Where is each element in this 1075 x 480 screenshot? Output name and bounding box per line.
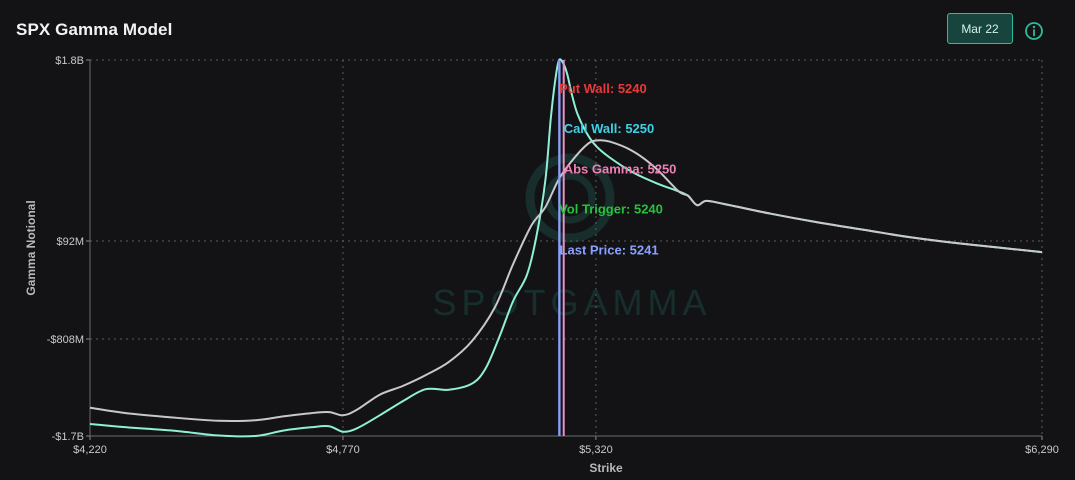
x-tick-label: $4,770 — [326, 444, 360, 456]
series-line-1 — [89, 139, 1043, 422]
date-select-button[interactable]: Mar 22 — [947, 13, 1013, 44]
chart-annotations: Put Wall: 5240 Call Wall: 5250 Abs Gamma: … — [559, 81, 676, 257]
watermark-logo-inner — [544, 172, 596, 224]
chart-reference-lines — [558, 60, 565, 436]
y-tick-label: $1.8B — [55, 55, 84, 67]
x-tick-label: $4,220 — [73, 444, 107, 456]
chart-series — [89, 58, 1043, 438]
annotation-label: Vol Trigger: 5240 — [559, 202, 663, 217]
info-circle-icon[interactable] — [1024, 21, 1044, 41]
spotgamma-watermark: SPOTGAMMA — [432, 153, 711, 323]
page-title: SPX Gamma Model — [16, 20, 173, 39]
y-tick-label: $92M — [56, 236, 84, 248]
x-axis-title: Strike — [589, 461, 623, 475]
x-tick-label: $5,320 — [579, 444, 613, 456]
y-tick-label: -$808M — [47, 334, 84, 346]
annotation-label: Call Wall: 5250 — [564, 121, 655, 136]
annotation-label: Put Wall: 5240 — [559, 81, 647, 96]
annotation-label: Last Price: 5241 — [560, 242, 659, 257]
chart-axes: $1.8B $92M -$808M -$1.7B$4,220 $4,770 $5,320 $… — [24, 55, 1059, 475]
y-tick-label: -$1.7B — [52, 431, 84, 443]
watermark-text: SPOTGAMMA — [432, 282, 711, 323]
y-axis-title: Gamma Notional — [24, 200, 38, 295]
watermark-logo-outer — [525, 153, 615, 243]
x-tick-label: $6,290 — [1025, 444, 1059, 456]
annotation-label: Abs Gamma: 5250 — [564, 161, 677, 176]
